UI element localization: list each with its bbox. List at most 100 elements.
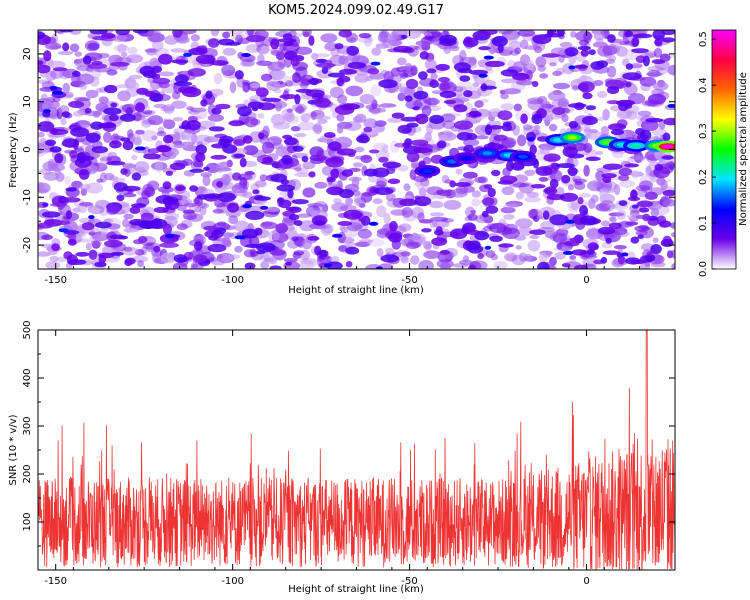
- heatmap-cell: [329, 86, 344, 99]
- heatmap-cell: [616, 110, 632, 120]
- heatmap-cell: [279, 44, 287, 52]
- heatmap-cell: [221, 236, 231, 248]
- heatmap-blob: [637, 234, 644, 239]
- snr-x-axis-label: Height of straight line (km): [288, 584, 424, 595]
- heatmap-cell: [613, 184, 621, 196]
- heatmap-blob: [337, 221, 353, 226]
- heatmap-cell: [423, 250, 441, 260]
- heatmap-cell: [505, 200, 523, 208]
- heatmap-blob: [252, 189, 260, 195]
- heatmap-cell: [281, 108, 294, 120]
- heatmap-blob: [38, 121, 55, 132]
- heatmap-blob: [131, 172, 142, 181]
- heatmap-blob: [77, 152, 87, 163]
- heatmap-cell: [295, 66, 308, 79]
- heatmap-blob: [466, 229, 481, 236]
- heatmap-blob: [640, 129, 652, 141]
- heatmap-cell: [151, 135, 158, 141]
- heatmap-cell: [171, 100, 187, 109]
- heatmap-blob: [269, 265, 282, 269]
- heatmap-cell: [587, 180, 604, 192]
- heatmap-blob: [585, 156, 601, 161]
- heatmap-cell: [665, 161, 675, 170]
- heatmap-cell: [143, 109, 156, 116]
- heatmap-cell: [375, 180, 386, 189]
- heatmap-blob: [81, 222, 95, 231]
- heatmap-blob: [325, 156, 344, 168]
- heatmap-blob: [196, 194, 209, 200]
- heatmap-cell: [106, 69, 118, 76]
- heatmap-blob: [491, 35, 508, 47]
- heatmap-y-tick-label: 0: [22, 146, 33, 152]
- heatmap-blob: [601, 173, 617, 179]
- heatmap-blob: [326, 261, 343, 269]
- heatmap-cell: [571, 202, 579, 211]
- heatmap-blob: [530, 184, 546, 189]
- heatmap-cell: [409, 30, 424, 34]
- heatmap-blob: [625, 221, 639, 226]
- heatmap-cell: [222, 31, 231, 39]
- heatmap-cell: [574, 180, 583, 186]
- heatmap-blob: [368, 149, 380, 154]
- heatmap-cell: [243, 249, 255, 258]
- heatmap-blob: [129, 206, 141, 214]
- heatmap-blob: [630, 189, 638, 200]
- heatmap-cell: [662, 199, 675, 207]
- heatmap-blob: [438, 76, 450, 83]
- heatmap-blob: [520, 113, 528, 124]
- heatmap-cell: [336, 125, 344, 134]
- heatmap-cell: [477, 253, 484, 260]
- heatmap-cell: [72, 110, 85, 117]
- heatmap-cell: [371, 47, 382, 56]
- heatmap-blob: [367, 68, 380, 75]
- heatmap-cell: [158, 71, 175, 77]
- heatmap-cell: [228, 215, 239, 225]
- heatmap-x-ticks: -150 -100 -50 0: [37, 30, 676, 286]
- heatmap-cell: [652, 254, 663, 263]
- heatmap-blob: [413, 90, 429, 100]
- heatmap-blob: [436, 226, 443, 234]
- heatmap-blob: [278, 199, 292, 209]
- heatmap-blob: [439, 90, 457, 99]
- heatmap-blob: [421, 228, 432, 233]
- heatmap-blob: [207, 243, 227, 253]
- heatmap-blob: [532, 80, 539, 88]
- heatmap-blob: [244, 171, 255, 176]
- heatmap-blob: [275, 223, 288, 234]
- heatmap-cell: [471, 198, 481, 207]
- heatmap-cell: [227, 254, 241, 260]
- heatmap-blob: [104, 84, 118, 94]
- heatmap-blob: [242, 204, 252, 209]
- heatmap-blob: [188, 47, 208, 56]
- heatmap-cell: [650, 207, 660, 218]
- heatmap-x-tick-label: -50: [401, 275, 417, 286]
- heatmap-cell: [176, 204, 187, 212]
- heatmap-blob: [642, 213, 651, 222]
- heatmap-cell: [410, 162, 418, 169]
- heatmap-blob: [122, 140, 134, 151]
- heatmap-cell: [117, 43, 127, 54]
- heatmap-cell: [299, 220, 316, 232]
- heatmap-cell: [653, 47, 663, 58]
- heatmap-blob: [315, 58, 328, 64]
- heatmap-cell: [503, 223, 518, 235]
- heatmap-cell: [307, 203, 324, 208]
- heatmap-blob: [651, 59, 666, 65]
- heatmap-blob: [346, 45, 360, 56]
- heatmap-blob: [543, 33, 564, 38]
- heatmap-cell: [436, 189, 455, 197]
- heatmap-cell: [130, 133, 142, 145]
- heatmap-cell: [122, 218, 130, 228]
- heatmap-blob: [405, 78, 419, 90]
- heatmap-cell: [373, 120, 388, 127]
- heatmap-blob: [38, 64, 51, 74]
- heatmap-cell: [637, 188, 648, 198]
- heatmap-blob: [62, 42, 70, 52]
- heatmap-blob: [497, 43, 504, 53]
- colorbar-frame: [711, 29, 737, 270]
- heatmap-blob: [143, 153, 161, 160]
- heatmap-cell: [181, 190, 191, 200]
- heatmap-cell: [601, 220, 611, 227]
- heatmap-blob: [388, 232, 403, 243]
- heatmap-blob: [478, 73, 488, 78]
